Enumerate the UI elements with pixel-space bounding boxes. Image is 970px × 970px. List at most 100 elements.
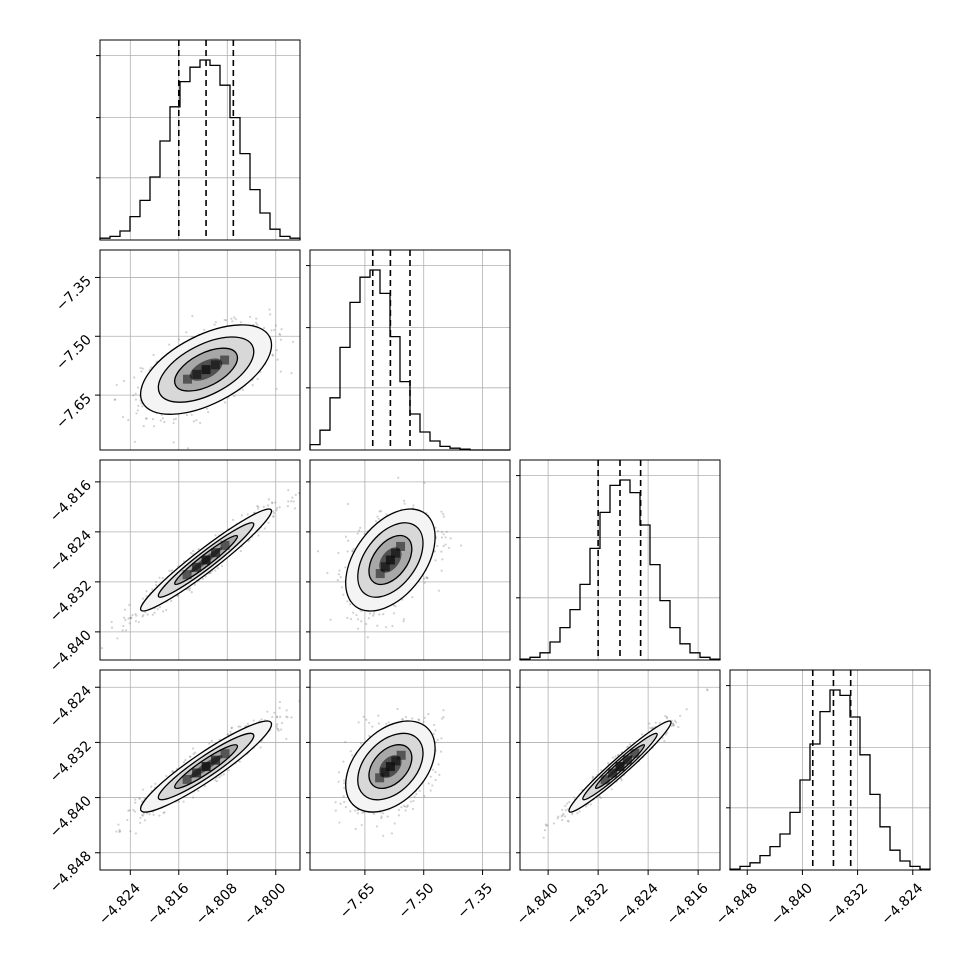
- scatter-point: [267, 498, 270, 501]
- scatter-point: [279, 333, 282, 336]
- scatter-point: [272, 510, 275, 513]
- scatter-point: [304, 317, 306, 319]
- scatter-point: [340, 586, 343, 589]
- scatter-point: [357, 721, 360, 724]
- scatter-point: [249, 315, 252, 318]
- scatter-point: [123, 608, 127, 611]
- scatter-point: [429, 775, 432, 778]
- scatter-point: [285, 737, 288, 740]
- scatter-point: [564, 809, 567, 812]
- scatter-point: [141, 405, 144, 408]
- scatter-point: [199, 421, 202, 424]
- scatter-point: [152, 813, 155, 816]
- scatter-point: [567, 820, 570, 823]
- scatter-point: [269, 313, 272, 316]
- scatter-point: [262, 326, 266, 330]
- scatter-point: [431, 784, 434, 787]
- scatter-point: [139, 816, 142, 819]
- scatter-point: [218, 776, 221, 779]
- scatter-point: [128, 809, 131, 812]
- scatter-point: [290, 372, 293, 375]
- scatter-point: [279, 370, 282, 373]
- scatter-point: [397, 814, 400, 817]
- density-cell: [396, 750, 406, 760]
- scatter-point: [427, 782, 430, 785]
- scatter-point: [168, 343, 171, 346]
- scatter-point: [685, 708, 688, 711]
- scatter-point: [343, 800, 346, 804]
- scatter-point: [440, 510, 443, 513]
- scatter-point: [188, 587, 192, 590]
- scatter-point: [436, 544, 439, 548]
- scatter-point: [617, 753, 620, 757]
- scatter-point: [191, 796, 195, 799]
- scatter-point: [271, 502, 274, 505]
- scatter-point: [141, 597, 145, 600]
- scatter-point: [139, 366, 142, 370]
- histogram-panel-3: [726, 669, 931, 871]
- scatter-point: [135, 412, 138, 415]
- scatter-point: [385, 625, 388, 629]
- scatter-point: [153, 611, 156, 614]
- scatter-point: [230, 726, 233, 729]
- scatter-point: [365, 718, 368, 721]
- scatter-point: [188, 755, 192, 758]
- scatter-point: [122, 624, 125, 628]
- scatter-point: [145, 590, 148, 593]
- scatter-point: [433, 550, 436, 553]
- scatter-point: [336, 579, 339, 582]
- density-cell: [211, 755, 221, 765]
- scatter-point: [213, 323, 216, 326]
- scatter-point: [273, 328, 276, 332]
- scatter-point: [128, 622, 131, 625]
- scatter-point: [337, 780, 340, 783]
- scatter-point: [377, 714, 380, 717]
- scatter-point: [286, 716, 289, 719]
- scatter-point: [426, 576, 429, 579]
- density-cell: [385, 555, 395, 565]
- scatter-point: [121, 629, 124, 632]
- scatter-point: [193, 751, 197, 754]
- scatter-point: [417, 718, 420, 721]
- scatter-point: [275, 349, 278, 352]
- scatter-point: [150, 785, 153, 788]
- scatter-point: [141, 814, 144, 817]
- panel-frame: [99, 669, 301, 871]
- scatter-point: [204, 575, 207, 578]
- scatter-point: [400, 718, 404, 721]
- scatter-point: [377, 517, 380, 520]
- scatter-point: [158, 576, 161, 579]
- scatter-point: [348, 603, 352, 606]
- scatter-point: [368, 721, 371, 724]
- scatter-point: [366, 636, 369, 639]
- scatter-point: [658, 721, 661, 724]
- scatter-point: [231, 320, 234, 323]
- scatter-point: [392, 612, 396, 615]
- scatter-point: [191, 315, 194, 318]
- scatter-point: [239, 725, 242, 728]
- scatter-point: [376, 624, 379, 627]
- scatter-point: [168, 569, 171, 572]
- scatter-point: [172, 418, 176, 421]
- scatter-point: [611, 756, 615, 759]
- scatter-point: [557, 815, 560, 818]
- scatter-point: [360, 620, 363, 623]
- scatter-point: [406, 804, 409, 807]
- scatter-point: [189, 755, 192, 758]
- scatter-point: [148, 813, 151, 816]
- scatter-point: [87, 646, 89, 648]
- density-cell: [182, 570, 192, 580]
- density-cell: [396, 541, 406, 551]
- scatter-point: [342, 795, 345, 798]
- scatter-point: [380, 815, 383, 818]
- scatter-point: [368, 734, 371, 737]
- scatter-point: [222, 773, 225, 776]
- scatter-point: [100, 647, 104, 650]
- scatter-point: [361, 811, 364, 814]
- scatter-point: [136, 409, 139, 412]
- scatter-point: [272, 512, 276, 515]
- scatter-point: [329, 618, 332, 621]
- scatter-point: [343, 782, 346, 785]
- scatter-point: [426, 577, 429, 580]
- scatter-point: [143, 819, 147, 822]
